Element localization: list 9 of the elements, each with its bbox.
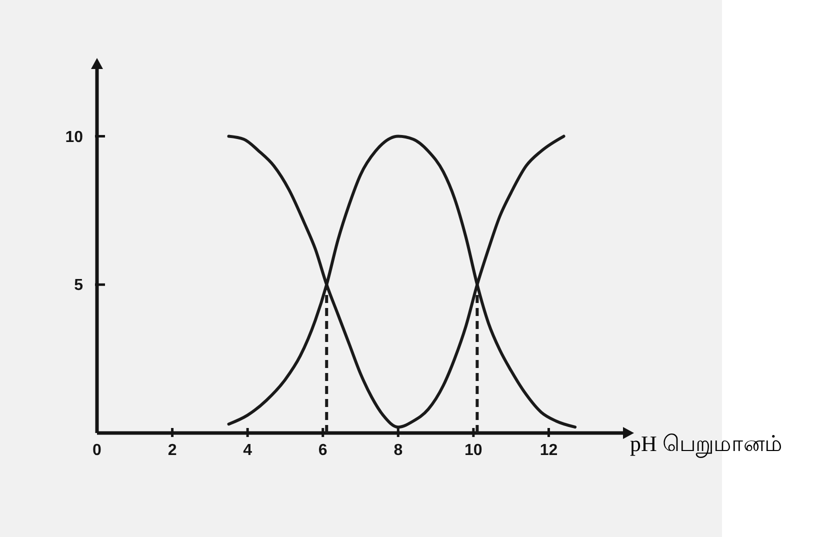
x-axis-title: pH பெறுமானம் — [630, 431, 782, 458]
x-tick-label: 0 — [92, 442, 102, 459]
x-tick-label: 10 — [464, 442, 482, 459]
x-tick-label: 2 — [168, 442, 177, 459]
x-tick-label: 4 — [243, 442, 252, 459]
x-tick-label: 12 — [540, 442, 558, 459]
x-tick-label: 6 — [318, 442, 328, 459]
y-tick-label: 5 — [74, 277, 84, 294]
x-tick-label: 8 — [394, 442, 403, 459]
